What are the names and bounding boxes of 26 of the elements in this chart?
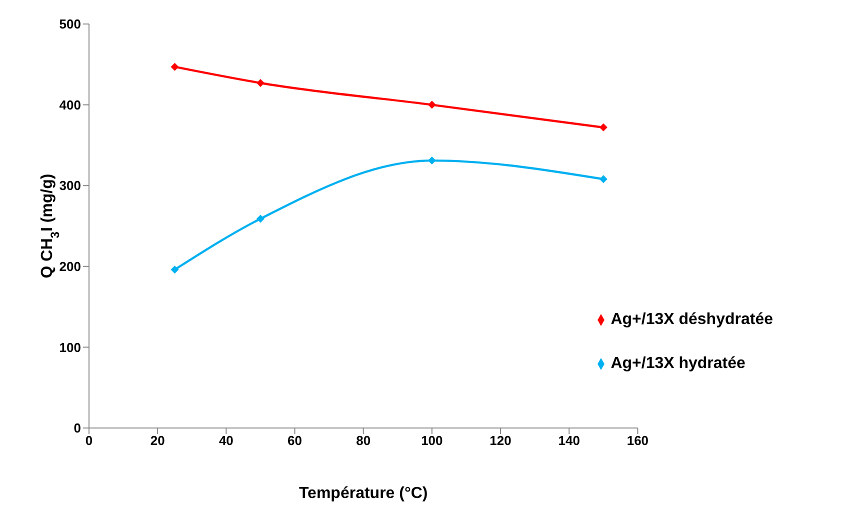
- y-tick-label: 0: [74, 420, 81, 436]
- x-tick-label: 80: [356, 433, 371, 448]
- x-tick-label: 120: [490, 433, 512, 448]
- x-tick-label: 60: [288, 433, 302, 448]
- y-tick-label: 300: [59, 178, 81, 194]
- point: [256, 214, 264, 223]
- x-tick-label: 0: [85, 433, 93, 448]
- x-tick-label: 40: [218, 433, 234, 448]
- point: [599, 123, 608, 132]
- point: [170, 62, 179, 71]
- point: [428, 100, 436, 109]
- legend-label: Ag+/13X déshydratée: [610, 311, 773, 328]
- y-tick-label: 100: [59, 340, 81, 355]
- x-tick-label: 140: [558, 433, 580, 448]
- x-tick-label: 100: [421, 433, 443, 448]
- point: [256, 78, 264, 87]
- point: [428, 156, 436, 165]
- y-tick-label: 400: [59, 97, 81, 112]
- legend-label: Ag+/13X hydratée: [610, 355, 746, 372]
- point: [170, 266, 179, 274]
- y-tick-label: 200: [59, 259, 81, 274]
- y-tick-label: 500: [59, 16, 81, 32]
- point: [599, 175, 608, 184]
- x-tick-label: 160: [626, 433, 649, 448]
- x-tick-label: 20: [150, 433, 165, 448]
- x-axis-title: Température (°C): [298, 485, 428, 502]
